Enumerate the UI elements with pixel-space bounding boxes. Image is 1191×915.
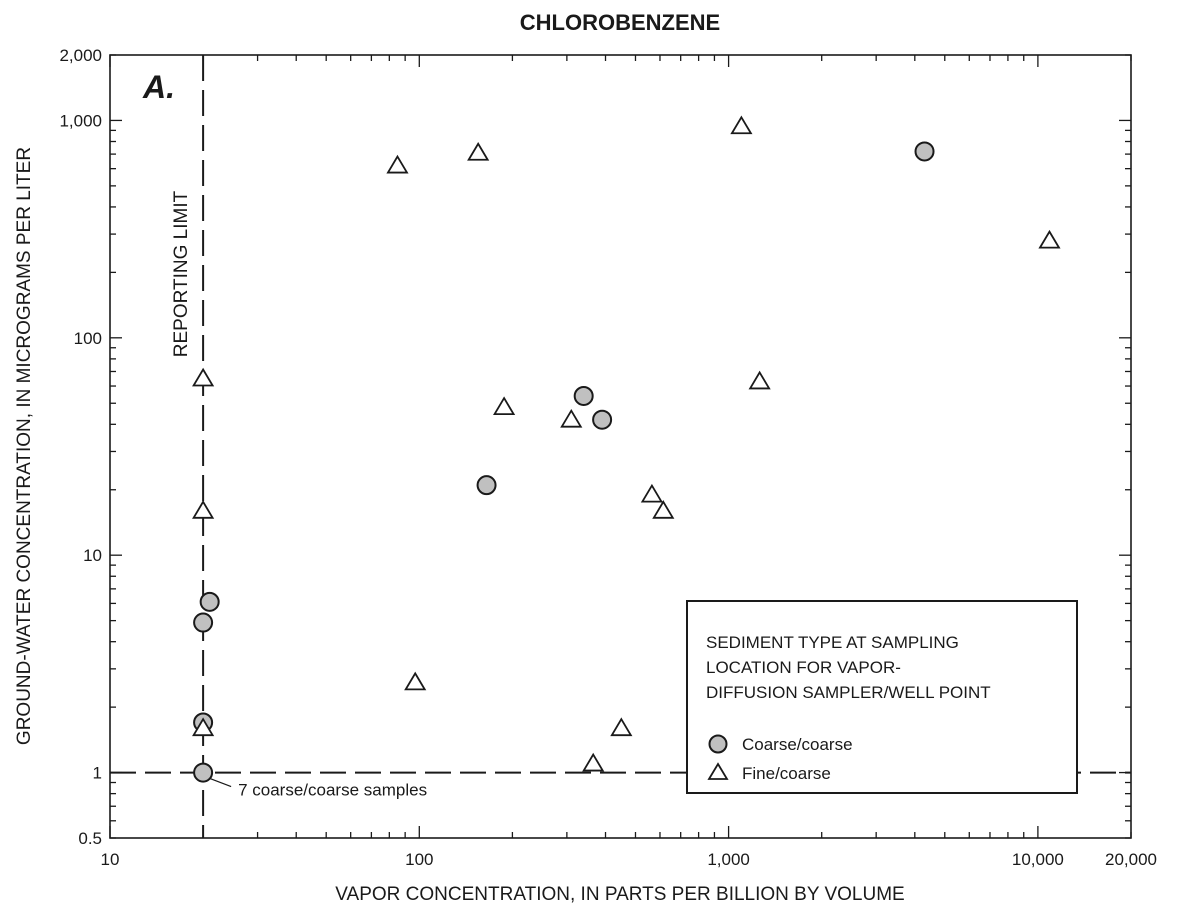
- fine-coarse-point: [748, 370, 771, 390]
- x-tick-label: 10,000: [1012, 850, 1064, 869]
- y-tick-label: 100: [74, 329, 102, 348]
- plot-frame: [109, 54, 1132, 839]
- coarse-coarse-point: [193, 612, 214, 633]
- coarse-coarse-point: [592, 409, 613, 430]
- x-tick-label: 100: [405, 850, 433, 869]
- x-tick-label: 1,000: [707, 850, 750, 869]
- annotation-leader-line: [209, 778, 232, 788]
- y-tick-label: 1: [93, 764, 102, 783]
- x-tick-label: 20,000: [1105, 850, 1157, 869]
- y-tick-label: 10: [83, 546, 102, 565]
- fine-coarse-point: [652, 500, 675, 519]
- fine-coarse-point: [560, 408, 583, 428]
- reporting-limit-label: REPORTING LIMIT: [171, 190, 192, 357]
- fine-coarse-point: [386, 154, 409, 174]
- legend-box: [686, 600, 1078, 794]
- legend: SEDIMENT TYPE AT SAMPLING LOCATION FOR V…: [686, 600, 1078, 794]
- fine-coarse-point: [730, 115, 753, 135]
- y-axis-label: GROUND-WATER CONCENTRATION, IN MICROGRAM…: [14, 147, 35, 745]
- annotation-7-coarse-samples: 7 coarse/coarse samples: [238, 781, 427, 800]
- coarse-coarse-point: [573, 385, 594, 406]
- y-tick-label: 0.5: [78, 829, 102, 848]
- fine-coarse-point: [582, 752, 605, 772]
- x-axis-label: VAPOR CONCENTRATION, IN PARTS PER BILLIO…: [335, 884, 904, 905]
- legend-title-line-2: LOCATION FOR VAPOR-: [706, 658, 901, 677]
- x-tick-label: 10: [101, 850, 120, 869]
- fine-coarse-point: [404, 671, 427, 691]
- panel-label: A.: [142, 69, 175, 105]
- coarse-coarse-point: [193, 762, 214, 783]
- axis-ticks: [109, 54, 1132, 839]
- legend-title-line-3: DIFFUSION SAMPLER/WELL POINT: [706, 683, 991, 702]
- legend-circle-marker-icon: [708, 734, 728, 754]
- coarse-coarse-point: [914, 141, 935, 162]
- fine-coarse-point: [192, 717, 215, 737]
- fine-coarse-point: [192, 500, 215, 519]
- legend-title-line-1: SEDIMENT TYPE AT SAMPLING: [706, 633, 959, 652]
- fine-coarse-point: [467, 142, 490, 161]
- axis-tick-labels: 10 100 1,000 10,000 20,000 0.5 1 10 100 1,000 2,00…: [59, 46, 1157, 869]
- coarse-coarse-point: [476, 475, 497, 496]
- coarse-coarse-point: [199, 591, 220, 612]
- data-markers: [192, 115, 1061, 783]
- y-tick-label: 2,000: [59, 46, 102, 65]
- fine-coarse-point: [493, 396, 516, 416]
- fine-coarse-point: [610, 717, 633, 737]
- legend-label-coarse: Coarse/coarse: [742, 735, 853, 754]
- y-tick-label: 1,000: [59, 111, 102, 130]
- fine-coarse-point: [192, 367, 215, 387]
- legend-triangle-marker-icon: [707, 762, 729, 780]
- fine-coarse-point: [640, 483, 663, 503]
- chart-title: CHLOROBENZENE: [520, 10, 720, 35]
- fine-coarse-point: [1038, 229, 1061, 249]
- legend-label-fine: Fine/coarse: [742, 764, 831, 783]
